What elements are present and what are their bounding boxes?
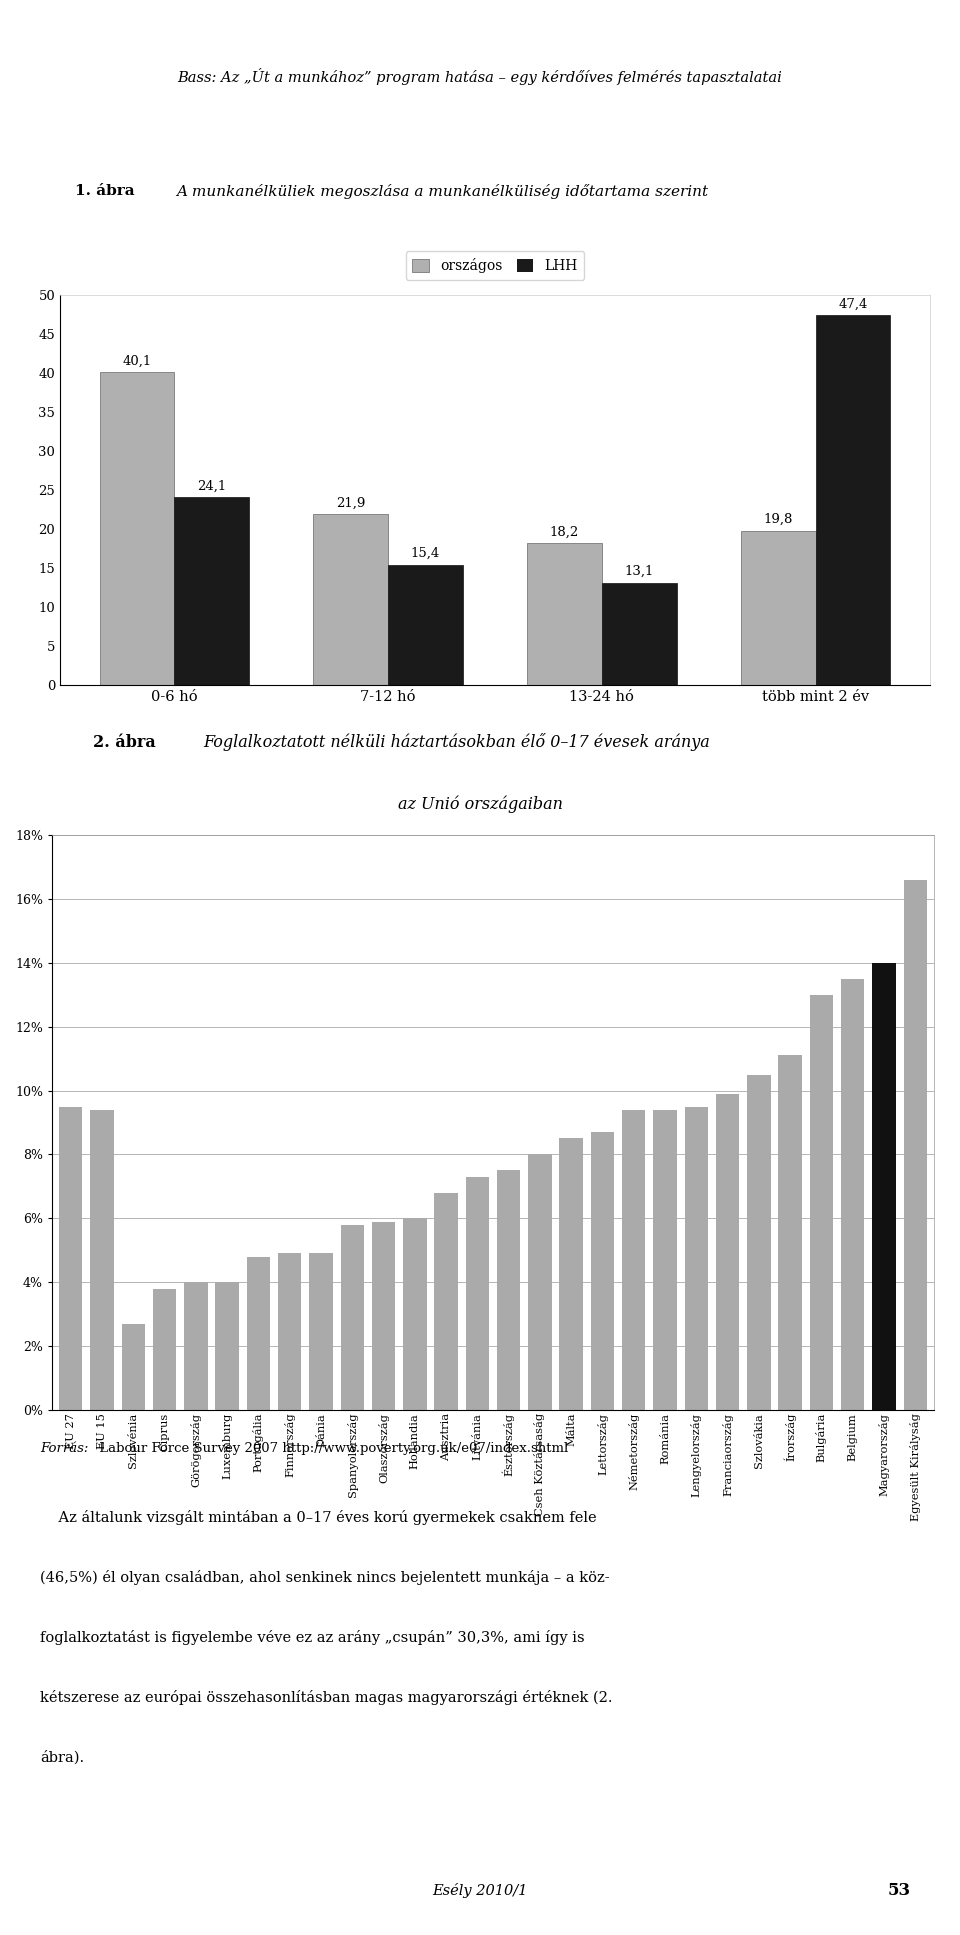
Text: 40,1: 40,1 <box>122 354 152 368</box>
Bar <box>497 1171 520 1411</box>
Text: Bass: Az „Út a munkához” program hatása – egy kérdőíves felmérés tapasztalatai: Bass: Az „Út a munkához” program hatása … <box>178 68 782 85</box>
Bar <box>90 1109 114 1411</box>
Text: Az általunk vizsgált mintában a 0–17 éves korú gyermekek csaknem fele: Az általunk vizsgált mintában a 0–17 éve… <box>40 1509 596 1525</box>
Text: Foglalkoztatott nélküli háztartásokban élő 0–17 évesek aránya: Foglalkoztatott nélküli háztartásokban é… <box>203 733 709 751</box>
Bar <box>527 544 602 685</box>
Text: 47,4: 47,4 <box>838 298 868 312</box>
Bar <box>560 1138 583 1411</box>
Bar <box>403 1219 426 1411</box>
Bar <box>684 1107 708 1411</box>
Bar <box>313 515 388 685</box>
Bar <box>122 1324 145 1411</box>
Text: (46,5%) él olyan családban, ahol senkinek nincs bejelentett munkája – a köz-: (46,5%) él olyan családban, ahol senkine… <box>40 1569 610 1585</box>
Bar <box>528 1155 552 1411</box>
Bar <box>466 1176 489 1411</box>
Bar <box>59 1107 83 1411</box>
Bar <box>622 1109 645 1411</box>
Bar <box>809 995 833 1411</box>
Bar <box>590 1132 614 1411</box>
Text: 13,1: 13,1 <box>625 565 654 579</box>
Bar <box>654 1109 677 1411</box>
Bar <box>716 1093 739 1411</box>
Bar <box>903 880 927 1411</box>
Text: 21,9: 21,9 <box>336 497 366 509</box>
Bar <box>747 1074 771 1411</box>
Bar <box>388 565 463 685</box>
Bar <box>247 1256 270 1411</box>
Bar <box>309 1254 333 1411</box>
Bar <box>602 582 677 685</box>
Bar <box>341 1225 364 1411</box>
Bar <box>215 1283 239 1411</box>
Text: 2. ábra: 2. ábra <box>93 733 156 751</box>
Text: 19,8: 19,8 <box>763 513 793 526</box>
Bar <box>100 372 175 685</box>
Bar <box>372 1221 396 1411</box>
Text: 24,1: 24,1 <box>197 480 227 491</box>
Text: kétszerese az európai összehasonlításban magas magyarországi értéknek (2.: kétszerese az európai összehasonlításban… <box>40 1689 612 1705</box>
Bar <box>278 1254 301 1411</box>
Bar <box>841 979 864 1411</box>
Bar <box>816 315 891 685</box>
Text: 18,2: 18,2 <box>550 526 579 538</box>
Text: ábra).: ábra). <box>40 1749 84 1765</box>
Text: 15,4: 15,4 <box>411 548 440 561</box>
Bar <box>779 1055 802 1411</box>
Bar <box>741 530 816 685</box>
Bar <box>434 1192 458 1411</box>
Text: 1. ábra: 1. ábra <box>75 184 134 197</box>
Bar <box>873 964 896 1411</box>
Text: foglalkoztatást is figyelembe véve ez az arány „csupán” 30,3%, ami így is: foglalkoztatást is figyelembe véve ez az… <box>40 1629 585 1645</box>
Bar <box>184 1283 207 1411</box>
Text: 53: 53 <box>888 1881 911 1898</box>
Bar <box>153 1289 177 1411</box>
Text: A munkanélküliek megoszlása a munkanélküliség időtartama szerint: A munkanélküliek megoszlása a munkanélkü… <box>177 184 708 199</box>
Text: az Unió országaiban: az Unió országaiban <box>397 795 563 813</box>
Text: Labour Force Survey 2007 http://www.poverty.org.uk/e07/index.shtml: Labour Force Survey 2007 http://www.pove… <box>95 1442 568 1455</box>
Bar <box>175 497 250 685</box>
Text: Forrás:: Forrás: <box>40 1442 88 1455</box>
Text: Esély 2010/1: Esély 2010/1 <box>432 1883 528 1898</box>
Legend: országos, LHH: országos, LHH <box>405 252 585 281</box>
